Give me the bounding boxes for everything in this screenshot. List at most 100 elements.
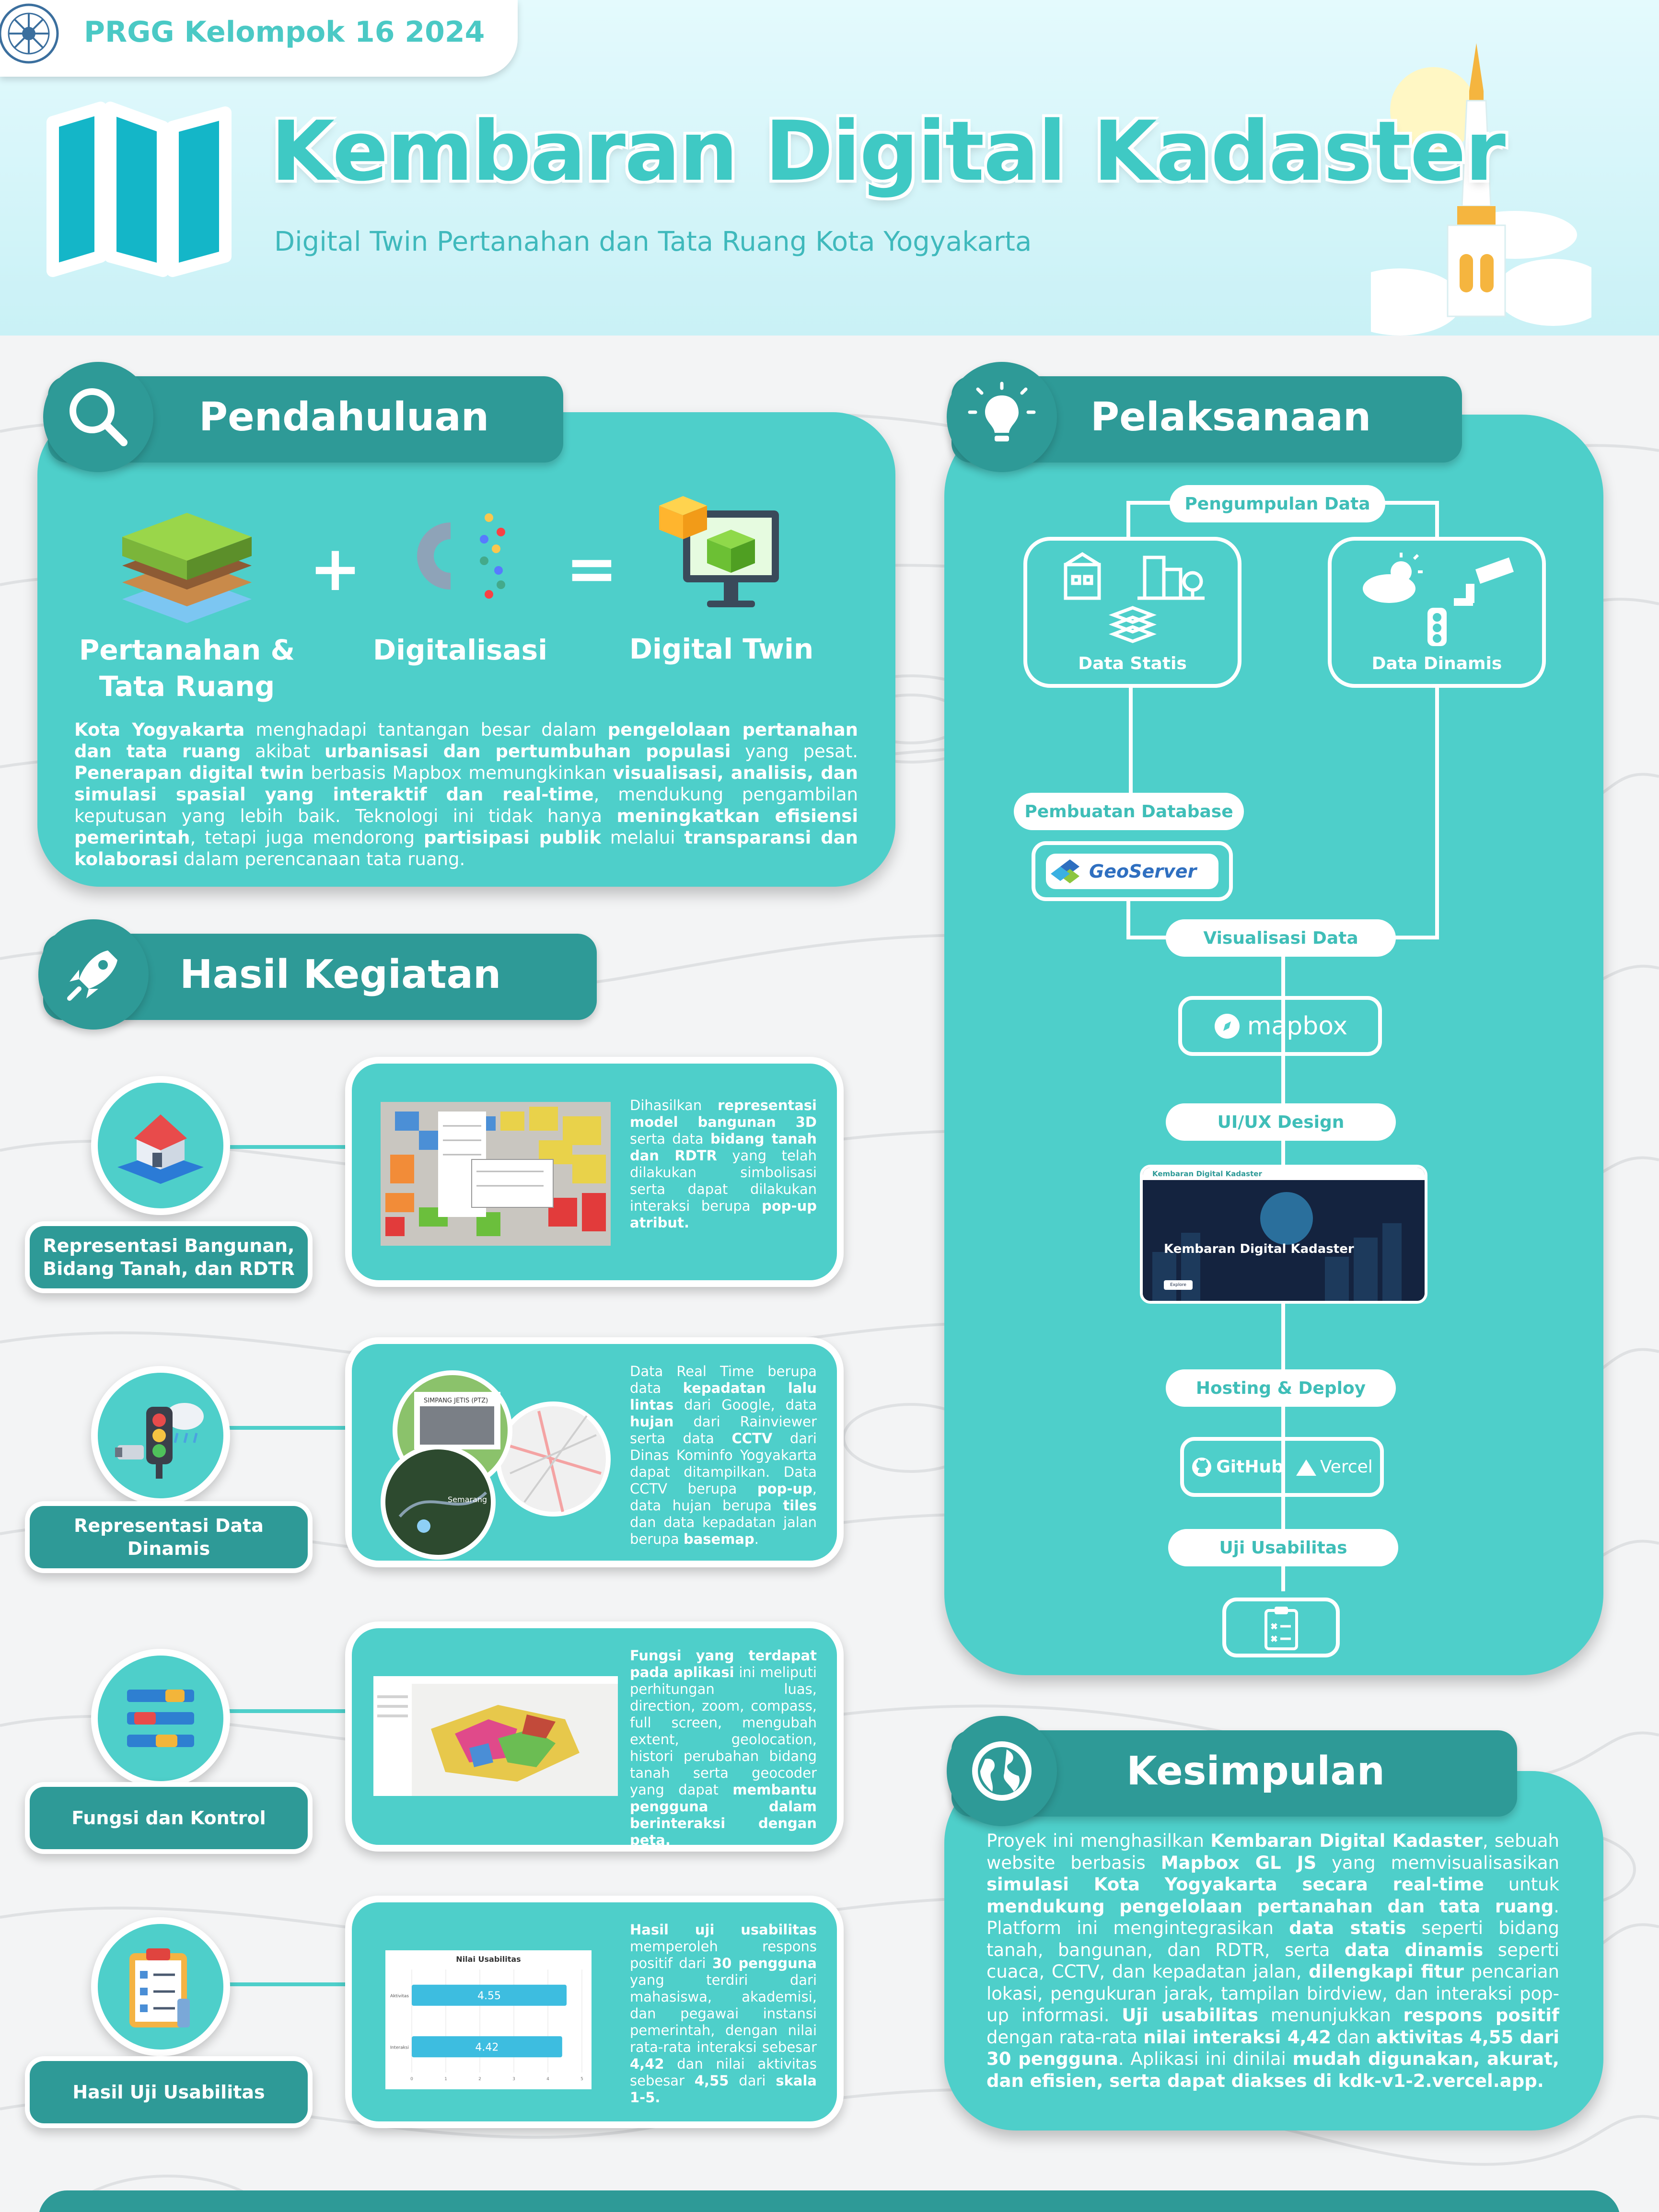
- kesimpulan-body: Proyek ini menghasilkan Kembaran Digital…: [986, 1830, 1559, 2091]
- result-card-fungsi: Fungsi yang terdapat pada aplikasi ini m…: [345, 1621, 844, 1852]
- label-line-1: Pertanahan &: [79, 634, 295, 666]
- plus-sign: +: [309, 532, 361, 605]
- github-vercel-logos: GitHub Vercel: [1180, 1437, 1384, 1497]
- page-title: Kembaran Digital Kadaster: [271, 103, 1506, 199]
- x-tick-label: 2: [478, 2077, 481, 2082]
- header: PRGG Kelompok 16 2024 Kembaran Digital K…: [0, 0, 1659, 336]
- x-tick-label: 3: [512, 2077, 515, 2082]
- page-subtitle: Digital Twin Pertanahan dan Tata Ruang K…: [274, 226, 1032, 257]
- map-icon: [46, 102, 232, 277]
- flow-line: [1129, 685, 1133, 805]
- preview-hero-title: Kembaran Digital Kadaster: [1164, 1242, 1354, 1256]
- website-preview: Kembaran Digital Kadaster Kembaran Digit…: [1140, 1165, 1427, 1304]
- y-category-label: Aktivitas: [390, 1994, 409, 1999]
- bar-value-label: 4.55: [477, 1990, 501, 2002]
- github-icon: [1192, 1457, 1212, 1477]
- controls-icon: [91, 1649, 230, 1788]
- step-visualisasi-data: Visualisasi Data: [1166, 919, 1396, 957]
- pelaksanaan-title: Pelaksanaan: [1091, 394, 1371, 440]
- land-layers-icon: [122, 513, 252, 623]
- pelaksanaan-header: Pelaksanaan: [947, 362, 1462, 472]
- monitor-cube-icon: [659, 496, 779, 607]
- x-tick-label: 1: [444, 2077, 447, 2082]
- chart-background: [385, 1950, 592, 2089]
- x-tick-label: 0: [410, 2077, 413, 2082]
- rocket-icon: [38, 919, 149, 1030]
- item-pertanahan-label: Pertanahan & Tata Ruang: [72, 632, 302, 705]
- gear-digital-icon: [417, 513, 505, 599]
- step-pembuatan-database: Pembuatan Database: [1014, 793, 1244, 830]
- flow-line: [1435, 501, 1439, 539]
- equals-sign: =: [566, 532, 618, 605]
- step-uiux-design: UI/UX Design: [1166, 1103, 1396, 1141]
- flow-line: [1435, 685, 1439, 939]
- result-desc-bangunan: Dihasilkan representasi model bangunan 3…: [630, 1097, 817, 1231]
- vercel-icon: [1296, 1459, 1316, 1476]
- university-seal-logo: [0, 3, 59, 64]
- item-digital-twin-label: Digital Twin: [629, 633, 814, 665]
- hasil-title: Hasil Kegiatan: [180, 952, 501, 997]
- weather-cctv-icon: [1363, 553, 1514, 646]
- mapbox-logo: mapbox: [1178, 996, 1382, 1056]
- preview-nav-title: Kembaran Digital Kadaster: [1152, 1170, 1262, 1178]
- result-card-bangunan: Dihasilkan representasi model bangunan 3…: [345, 1057, 844, 1287]
- flow-line: [1126, 501, 1130, 539]
- connector-line: [225, 1982, 350, 1986]
- row-label-fungsi: Fungsi dan Kontrol: [25, 1782, 313, 1854]
- pendahuluan-panel: [37, 412, 895, 887]
- data-dinamis-label: Data Dinamis: [1371, 654, 1502, 673]
- result-desc-uji-usabilitas: Hasil uji usabilitas memperoleh respons …: [630, 1922, 817, 2106]
- group-tag: PRGG Kelompok 16 2024: [84, 15, 485, 49]
- header-tag-band: PRGG Kelompok 16 2024: [0, 0, 518, 77]
- row-label-bangunan: Representasi Bangunan, Bidang Tanah, dan…: [25, 1221, 313, 1293]
- step-hosting-deploy: Hosting & Deploy: [1166, 1369, 1396, 1407]
- cctv-popup-title: SIMPANG JETIS (PTZ): [424, 1397, 488, 1404]
- geoserver-logo: GeoServer: [1032, 841, 1233, 901]
- row-label-uji-usabilitas: Hasil Uji Usabilitas: [25, 2056, 313, 2128]
- bar: [412, 2036, 562, 2058]
- map-city-label: Semarang: [448, 1495, 487, 1504]
- github-text: GitHub: [1216, 1457, 1284, 1477]
- preview-explore-button[interactable]: Explore: [1164, 1280, 1193, 1290]
- geoserver-text: GeoServer: [1089, 861, 1197, 882]
- row-label-data-dinamis: Representasi Data Dinamis: [25, 1501, 313, 1573]
- x-tick-label: 5: [580, 2077, 583, 2082]
- step-pengumpulan-data: Pengumpulan Data: [1170, 485, 1385, 522]
- result-desc-fungsi: Fungsi yang terdapat pada aplikasi ini m…: [630, 1647, 817, 1848]
- building-3d-map-screenshot: [381, 1102, 611, 1246]
- mapbox-text: mapbox: [1247, 1011, 1348, 1041]
- footer-bar: [38, 2190, 1620, 2212]
- connector-line: [225, 1426, 350, 1430]
- vercel-text: Vercel: [1320, 1457, 1373, 1477]
- result-card-data-dinamis: SIMPANG JETIS (PTZ) Semarang Data Real T…: [345, 1337, 844, 1567]
- globe-icon: [947, 1716, 1057, 1826]
- item-digitalisasi-label: Digitalisasi: [372, 634, 548, 666]
- x-tick-label: 4: [546, 2077, 549, 2082]
- dynamic-data-map-collage: SIMPANG JETIS (PTZ) Semarang: [381, 1370, 611, 1560]
- y-category-label: Interaksi: [390, 2045, 409, 2050]
- bar: [412, 1984, 567, 2006]
- step-uji-usabilitas: Uji Usabilitas: [1168, 1529, 1398, 1566]
- connector-line: [225, 1145, 350, 1149]
- flow-line: [1126, 901, 1130, 939]
- usability-bar-chart: Nilai Usabilitas 0 1 2 3 4 5 Aktivitas 4.55 Inter…: [385, 1950, 592, 2089]
- hasil-header: Hasil Kegiatan: [38, 919, 597, 1030]
- checklist-icon: [1222, 1598, 1340, 1657]
- result-desc-data-dinamis: Data Real Time berupa data kepadatan lal…: [630, 1363, 817, 1547]
- lightbulb-icon: [947, 362, 1057, 472]
- kesimpulan-panel: [944, 1771, 1603, 2131]
- pelaksanaan-panel: [944, 415, 1603, 1675]
- chart-title: Nilai Usabilitas: [456, 1955, 521, 1964]
- preview-city-skyline: [1143, 1180, 1425, 1301]
- buildings-icon: [1064, 552, 1205, 643]
- bar-value-label: 4.42: [475, 2041, 499, 2053]
- traffic-light-icon: [91, 1366, 230, 1505]
- clipboard-checklist-icon: [91, 1917, 230, 2056]
- result-card-uji-usabilitas: Nilai Usabilitas 0 1 2 3 4 5 Aktivitas 4.55 Inter…: [345, 1896, 844, 2128]
- pendahuluan-body: Kota Yogyakarta menghadapi tantangan bes…: [74, 719, 859, 869]
- data-statis-label: Data Statis: [1078, 654, 1187, 673]
- preview-navbar: Kembaran Digital Kadaster: [1143, 1168, 1425, 1180]
- kesimpulan-header: Kesimpulan: [947, 1716, 1517, 1826]
- search-icon: [43, 362, 153, 472]
- house-icon: [91, 1076, 230, 1215]
